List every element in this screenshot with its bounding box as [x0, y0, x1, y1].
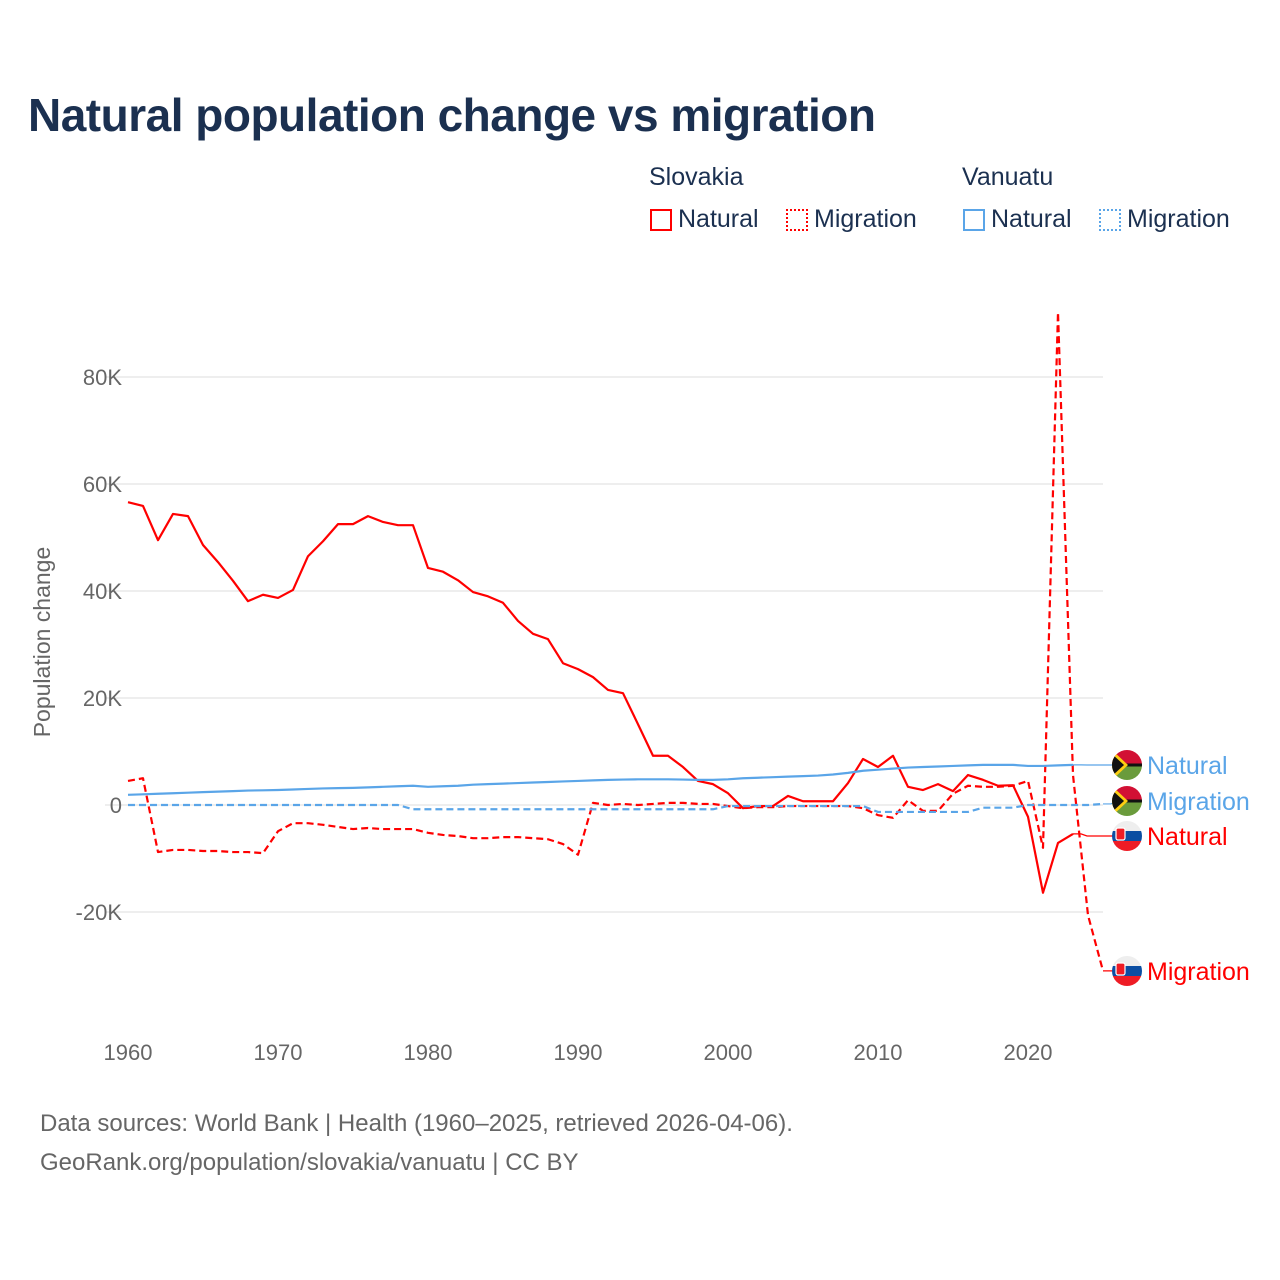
- y-tick-label: 20K: [83, 686, 122, 711]
- y-tick-label: 40K: [83, 579, 122, 604]
- vanuatu-flag-icon: [1112, 750, 1142, 780]
- swatch-solid-icon: [650, 208, 672, 231]
- legend-group-slovakia: Slovakia: [649, 163, 744, 191]
- footer-sources: Data sources: World Bank | Health (1960–…: [40, 1110, 793, 1137]
- swatch-dotted-icon: [786, 208, 808, 231]
- x-tick-label: 2000: [704, 1040, 753, 1065]
- x-tick-label: 1990: [554, 1040, 603, 1065]
- label-connector: [1073, 833, 1114, 837]
- x-tick-label: 2010: [854, 1040, 903, 1065]
- chart-title: Natural population change vs migration: [28, 89, 876, 141]
- series-line-vanuatu-migration: [128, 802, 1104, 814]
- slovakia-flag-icon: [1112, 956, 1142, 986]
- y-axis-label: Population change: [29, 547, 55, 738]
- legend-group-vanuatu: Vanuatu: [962, 163, 1054, 191]
- legend-vanuatu-natural[interactable]: Natural: [963, 205, 1072, 234]
- legend-label: Migration: [814, 205, 917, 233]
- legend-slovakia-migration[interactable]: Migration: [786, 205, 917, 234]
- y-tick-label: -20K: [76, 900, 123, 925]
- legend-label: Natural: [991, 205, 1072, 233]
- legend-label: Migration: [1127, 205, 1230, 233]
- swatch-dotted-icon: [1099, 208, 1121, 231]
- legend-slovakia-natural[interactable]: Natural: [650, 205, 759, 234]
- series-line-slovakia-migration: [127, 311, 1105, 972]
- series-line-slovakia-natural: [127, 501, 1074, 894]
- x-tick-label: 1970: [254, 1040, 303, 1065]
- legend-label: Natural: [678, 205, 759, 233]
- x-tick-label: 1960: [104, 1040, 153, 1065]
- legend-vanuatu-migration[interactable]: Migration: [1099, 205, 1230, 234]
- swatch-solid-icon: [963, 208, 985, 231]
- x-tick-label: 1980: [404, 1040, 453, 1065]
- series-line-vanuatu-natural: [127, 763, 1074, 796]
- end-label-vanuatu-natural: Natural: [1147, 752, 1228, 780]
- vanuatu-flag-icon: [1112, 786, 1142, 816]
- end-label-vanuatu-migration: Migration: [1147, 788, 1250, 816]
- y-tick-label: 0: [110, 793, 122, 818]
- x-tick-label: 2020: [1004, 1040, 1053, 1065]
- footer-link[interactable]: GeoRank.org/population/slovakia/vanuatu …: [40, 1149, 579, 1176]
- y-tick-label: 60K: [83, 472, 122, 497]
- end-label-slovakia-natural: Natural: [1147, 823, 1228, 851]
- slovakia-flag-icon: [1112, 821, 1142, 851]
- end-label-slovakia-migration: Migration: [1147, 958, 1250, 986]
- y-tick-label: 80K: [83, 365, 122, 390]
